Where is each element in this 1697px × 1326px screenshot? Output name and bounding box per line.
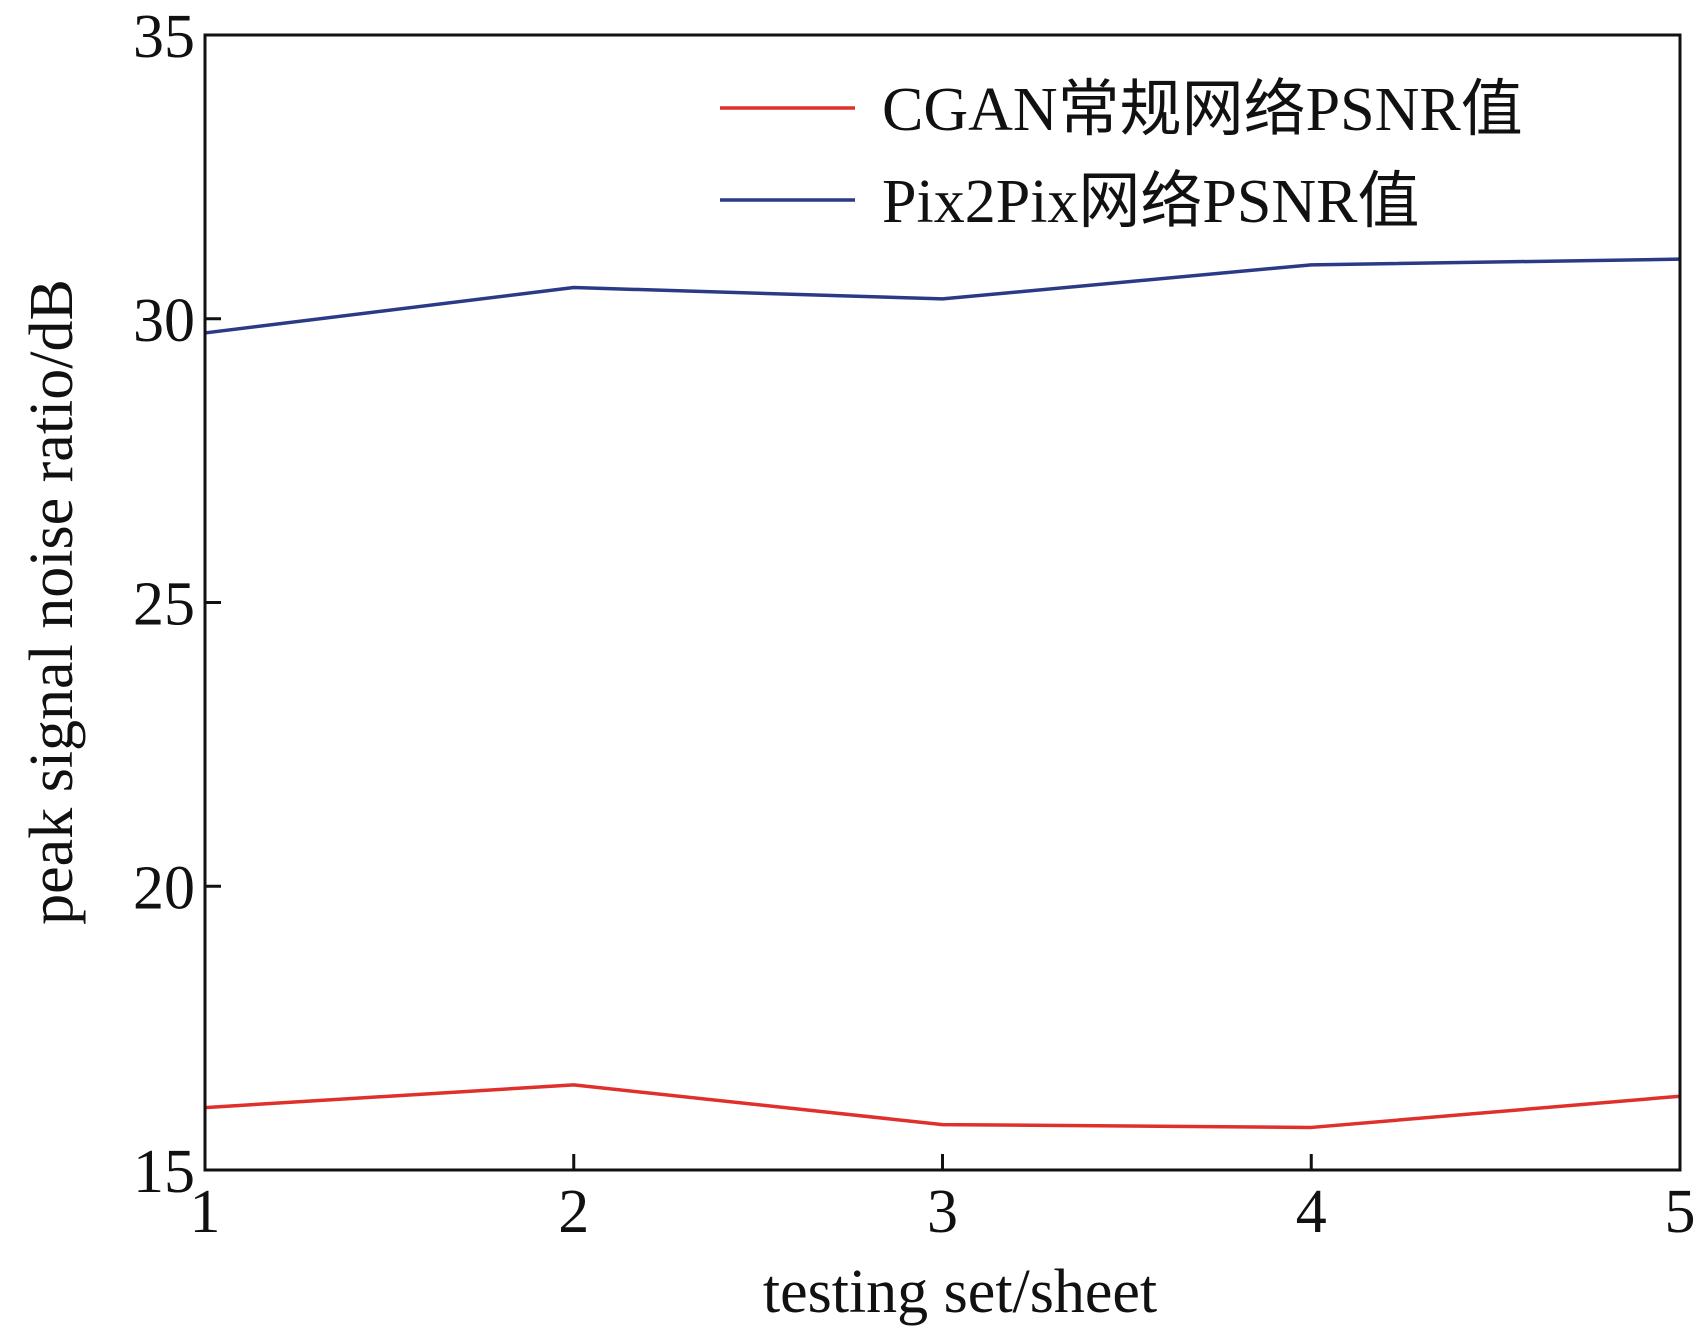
x-tick-label-1: 1 [190, 1178, 221, 1246]
y-tick-label-15: 15 [133, 1138, 195, 1206]
series-line-2 [204, 257, 1681, 335]
x-tick-label-2: 2 [558, 1178, 589, 1246]
series-layer [204, 257, 1681, 1130]
x-tick-label-4: 4 [1296, 1178, 1327, 1246]
legend-label-1: CGAN常规网络PSNR值 [882, 76, 1523, 144]
x-axis-ticks: 1 2 3 4 5 [190, 1154, 1696, 1246]
series-line-1 [204, 1083, 1681, 1130]
y-tick-label-20: 20 [133, 854, 195, 922]
plot-frame [203, 33, 1682, 1172]
y-axis-ticks: 15 20 25 30 35 [133, 3, 221, 1206]
y-tick-label-35: 35 [133, 3, 195, 71]
x-axis-label: testing set/sheet [763, 1258, 1157, 1326]
legend: CGAN常规网络PSNR值 Pix2Pix网络PSNR值 [720, 76, 1523, 236]
x-tick-label-5: 5 [1665, 1178, 1696, 1246]
y-tick-label-25: 25 [133, 571, 195, 639]
legend-label-2: Pix2Pix网络PSNR值 [882, 168, 1420, 236]
y-axis-label: peak signal noise ratio/dB [18, 279, 86, 925]
x-tick-label-3: 3 [927, 1178, 958, 1246]
y-tick-label-30: 30 [133, 287, 195, 355]
